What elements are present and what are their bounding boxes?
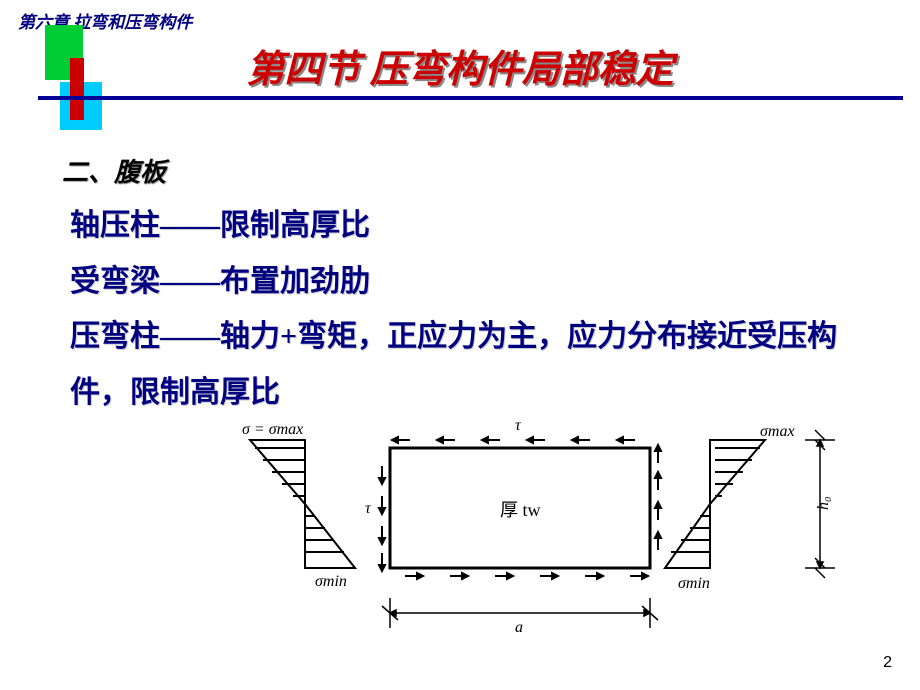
label-sigma-min-left: σmin xyxy=(315,573,347,590)
title-main: 第四节 压弯构件局部稳定 xyxy=(0,38,920,93)
right-stress-triangle xyxy=(665,440,765,568)
shear-arrows-bottom xyxy=(405,573,648,579)
label-tau-top: τ xyxy=(515,418,522,434)
left-stress-triangle xyxy=(250,440,355,568)
body-line-1: 轴压柱——限制高厚比 xyxy=(70,198,860,254)
label-thickness: 厚 tw xyxy=(500,500,541,520)
body-line-2: 受弯梁——布置加劲肋 xyxy=(70,254,860,310)
body-text: 轴压柱——限制高厚比 受弯梁——布置加劲肋 压弯柱——轴力+弯矩，正应力为主，应… xyxy=(70,198,860,420)
label-sigma-eq: σ = σmax xyxy=(242,421,303,438)
shear-arrows-right xyxy=(655,445,661,550)
body-line-3: 压弯柱——轴力+弯矩，正应力为主，应力分布接近受压构件，限制高厚比 xyxy=(70,309,860,420)
label-sigma-min-right: σmin xyxy=(678,575,710,592)
label-tau-left: τ xyxy=(365,500,372,517)
slide-title: 第四节 压弯构件局部稳定 第四节 压弯构件局部稳定 xyxy=(0,38,920,93)
label-sigma-max-right: σmax xyxy=(760,423,795,440)
label-h0: h₀ xyxy=(815,496,832,510)
shear-arrows-top xyxy=(392,437,635,443)
page-number: 2 xyxy=(883,654,892,672)
horizontal-rule xyxy=(38,96,903,100)
stress-diagram: σ = σmax σmin τ τ 厚 tw xyxy=(200,418,840,648)
shear-arrows-left xyxy=(379,466,385,571)
section-label: 二、腹板 xyxy=(62,152,166,189)
label-a: a xyxy=(515,619,523,636)
